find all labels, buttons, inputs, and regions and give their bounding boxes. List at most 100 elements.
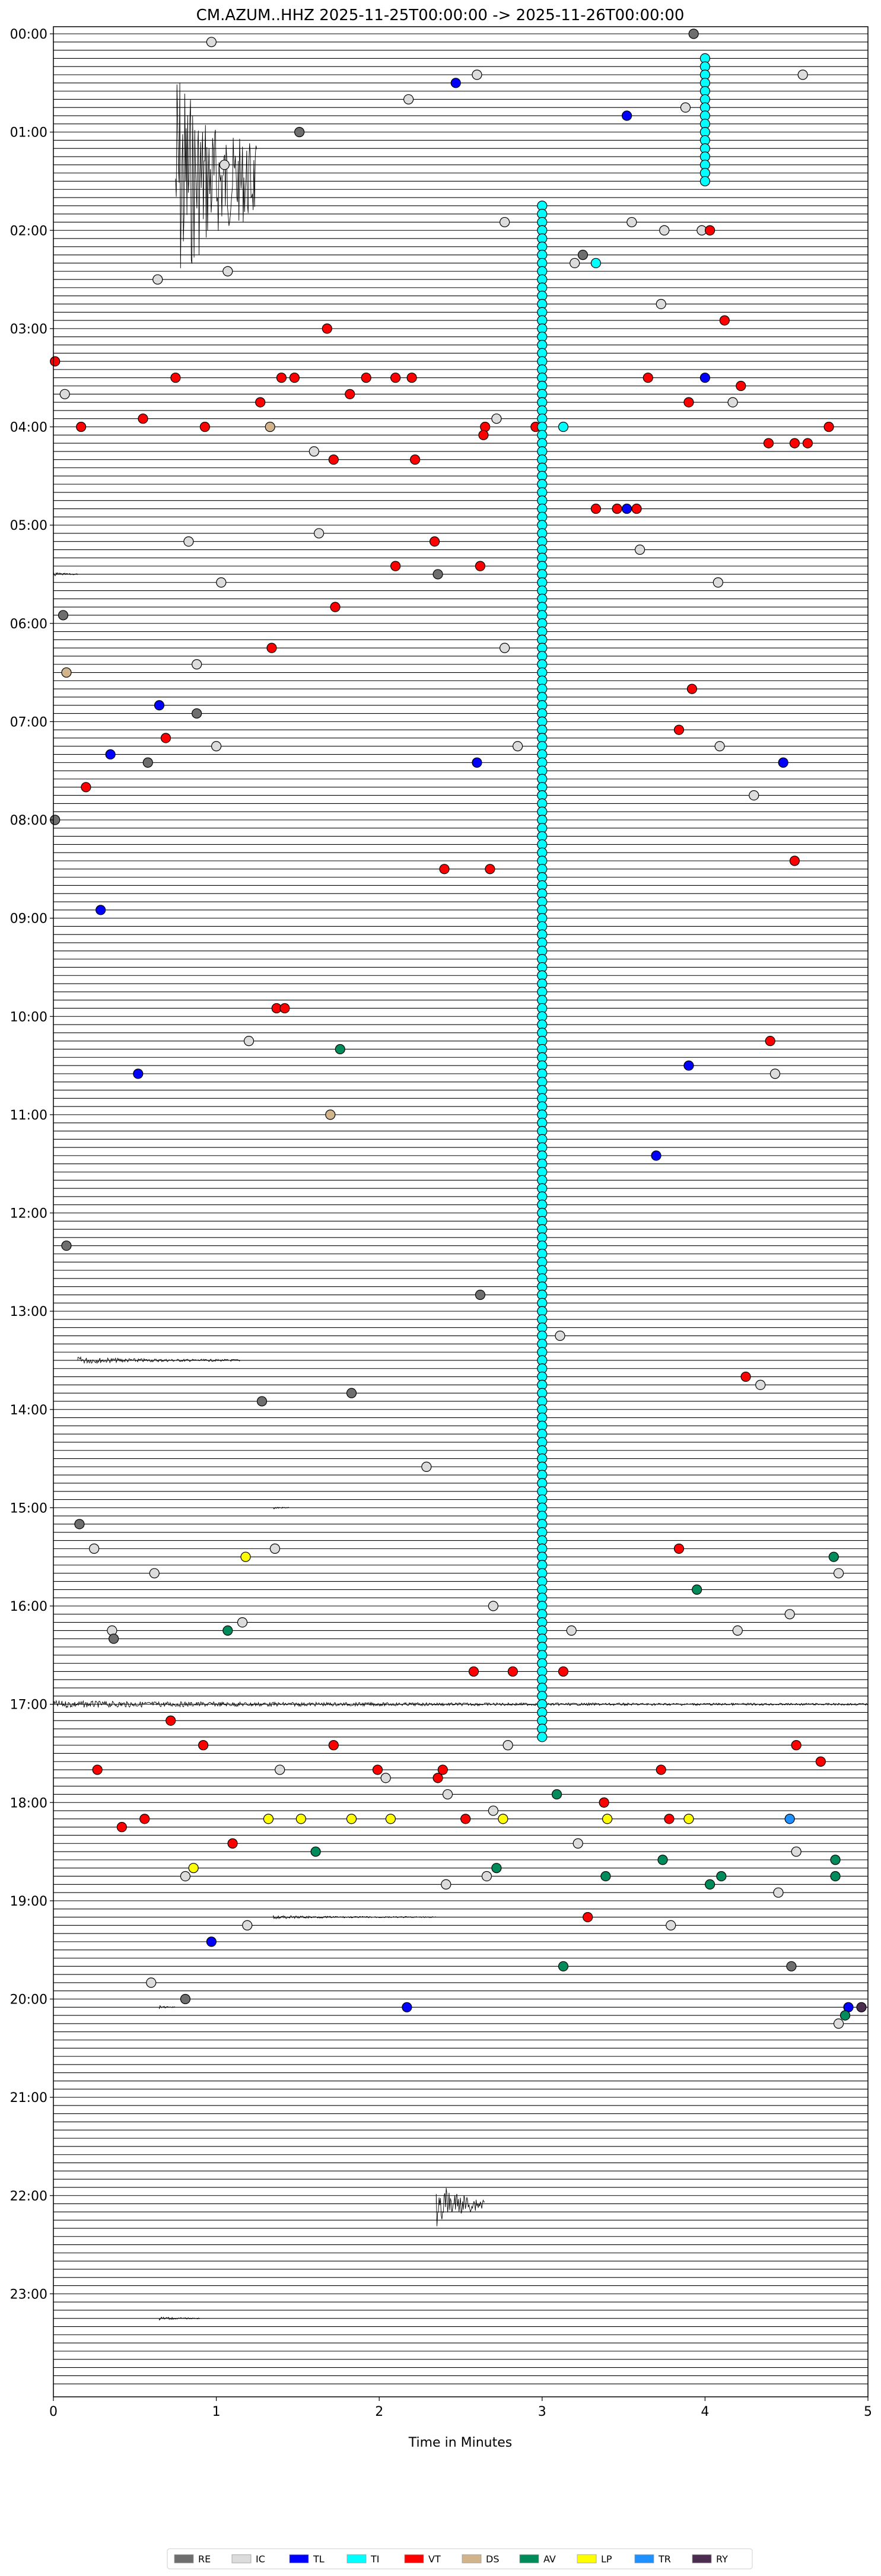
y-tick-label: 17:00 (10, 1698, 47, 1713)
y-tick-label: 11:00 (10, 1108, 47, 1123)
event-marker-vt (227, 1838, 238, 1849)
event-marker-re (346, 1388, 357, 1398)
event-marker-av (657, 1855, 668, 1865)
event-marker-vt (50, 356, 61, 367)
event-marker-ic (833, 1568, 844, 1579)
event-marker-ds (325, 1109, 336, 1120)
event-marker-ic (713, 577, 723, 588)
event-marker-ic (656, 298, 666, 310)
event-marker-lp (683, 1814, 694, 1824)
waveform-trace (77, 1356, 241, 1365)
event-marker-ry (856, 2002, 867, 2012)
waveform-trace (159, 2005, 176, 2009)
event-marker-vt (361, 373, 371, 383)
event-marker-tl (105, 749, 116, 760)
event-marker-ic (513, 741, 523, 752)
y-tick-label: 04:00 (10, 421, 47, 435)
plot-frame (53, 26, 869, 2397)
event-marker-ic (727, 397, 738, 408)
event-marker-ic (666, 1920, 676, 1931)
event-marker-vt (686, 683, 698, 694)
legend-swatch-ds (462, 2554, 482, 2564)
y-axis-ticks: 00:00 01:00 02:00 03:00 04:00 05:00 06:00 07:00… (10, 27, 53, 2302)
event-marker-vt (599, 1797, 609, 1808)
waveform-trace (175, 82, 257, 269)
event-marker-ti (558, 421, 569, 432)
event-marker-vt (345, 389, 355, 399)
event-marker-ic (275, 1764, 285, 1775)
y-tick-label: 14:00 (10, 1403, 47, 1418)
event-marker-ic (626, 217, 637, 228)
event-marker-vt (322, 323, 332, 334)
event-marker-vt (558, 1666, 569, 1677)
event-marker-tl (651, 1150, 661, 1161)
event-marker-ds (265, 421, 275, 432)
legend-swatch-vt (404, 2554, 424, 2564)
event-marker-re (58, 610, 69, 621)
event-marker-vt (276, 373, 287, 383)
event-marker-ic (237, 1617, 248, 1628)
event-marker-av (692, 1584, 702, 1595)
legend-label-tl: TL (313, 2553, 325, 2565)
event-marker-ic (146, 1977, 157, 1988)
legend-swatch-lp (577, 2554, 597, 2564)
event-marker-ic (403, 94, 414, 105)
event-marker-av (335, 1044, 345, 1055)
event-marker-vt (664, 1814, 675, 1824)
event-marker-ic (380, 1773, 391, 1783)
event-marker-tr (784, 1814, 795, 1824)
event-marker-vt (406, 373, 417, 383)
legend-swatch-re (174, 2554, 194, 2564)
event-marker-ic (149, 1568, 160, 1579)
y-tick-label: 13:00 (10, 1305, 47, 1319)
event-marker-ic (192, 659, 202, 670)
legend-label-lp: LP (601, 2553, 612, 2565)
event-marker-tl (778, 757, 788, 768)
event-marker-ic (441, 1879, 451, 1890)
event-marker-av (310, 1846, 321, 1857)
event-marker-ic (211, 741, 222, 752)
event-marker-lp (498, 1814, 508, 1824)
event-marker-ic (555, 1330, 565, 1341)
event-marker-lp (263, 1814, 274, 1824)
event-marker-ic (491, 414, 502, 424)
event-marker-tl (450, 78, 461, 88)
event-marker-tl (206, 1936, 217, 1947)
y-tick-label: 16:00 (10, 1599, 47, 1614)
event-marker-vt (432, 1773, 443, 1783)
legend-label-ry: RY (716, 2553, 728, 2565)
event-markers (50, 28, 867, 2029)
waveform-trace (53, 571, 78, 576)
legend-swatch-ti (346, 2554, 367, 2564)
waveform-trace (273, 1914, 436, 1920)
event-marker-tl (402, 2002, 412, 2012)
event-marker-re (577, 250, 589, 260)
event-marker-av (558, 1961, 569, 1971)
event-marker-vt (255, 397, 266, 408)
y-tick-label: 18:00 (10, 1796, 47, 1811)
event-marker-lp (240, 1551, 251, 1562)
legend-label-vt: VT (428, 2553, 441, 2565)
event-marker-tl (96, 905, 106, 915)
event-marker-vt (643, 373, 653, 383)
event-marker-ic (488, 1805, 499, 1816)
x-tick-label: 3 (538, 2405, 546, 2419)
legend-swatch-tl (289, 2554, 309, 2564)
event-marker-re (142, 757, 153, 768)
y-tick-label: 20:00 (10, 1993, 47, 2008)
event-marker-ic (791, 1846, 802, 1857)
event-marker-ic (773, 1887, 784, 1898)
event-marker-vt (631, 503, 642, 514)
event-marker-ic (680, 102, 691, 113)
event-marker-vt (166, 1715, 176, 1726)
event-marker-av (839, 2010, 851, 2021)
event-marker-vt (160, 733, 171, 743)
event-marker-ic (308, 446, 319, 457)
event-marker-vt (328, 454, 339, 465)
event-marker-re (294, 127, 305, 138)
y-tick-label: 02:00 (10, 224, 47, 238)
event-marker-vt (507, 1666, 518, 1677)
waveform-trace (53, 1700, 869, 1709)
event-marker-re (256, 1396, 268, 1407)
